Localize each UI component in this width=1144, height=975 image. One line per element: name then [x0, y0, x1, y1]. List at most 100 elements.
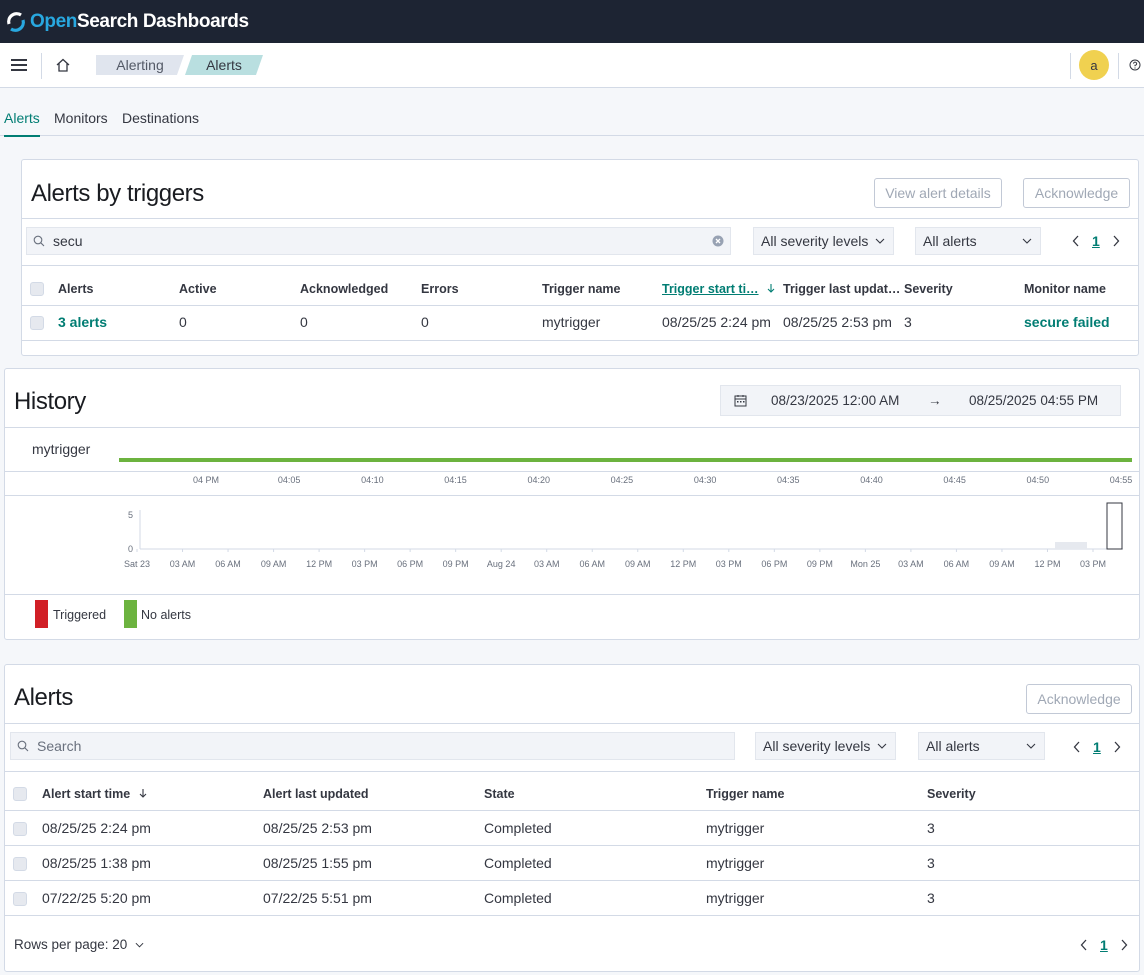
chevron-down-icon: [875, 238, 885, 244]
active-count: 0: [179, 314, 187, 330]
x-tick-label: 12 PM: [306, 559, 332, 569]
user-avatar[interactable]: a: [1079, 50, 1109, 80]
legend-no-alerts-swatch: [124, 600, 137, 628]
opensearch-logo-icon: [7, 11, 25, 32]
row-divider: [5, 880, 1139, 881]
timeline-tick-label: 04:25: [610, 475, 634, 485]
view-alert-details-button[interactable]: View alert details: [874, 178, 1002, 208]
chart-highlight-region: [1055, 542, 1087, 549]
col-trigger-name[interactable]: Trigger name: [542, 282, 621, 296]
chevron-left-icon[interactable]: [1072, 235, 1080, 247]
alert-start-time: 08/25/25 1:38 pm: [42, 855, 151, 871]
x-tick-label: 09 AM: [625, 559, 651, 569]
chevron-down-icon: [1026, 743, 1036, 749]
x-tick-label: 03 PM: [352, 559, 378, 569]
col-errors[interactable]: Errors: [421, 282, 459, 296]
monitor-name-link[interactable]: secure failed: [1024, 314, 1110, 330]
alerts-count-link[interactable]: 3 alerts: [58, 314, 108, 330]
col-alert-start-time-label: Alert start time: [42, 787, 131, 801]
tab-monitors[interactable]: Monitors: [54, 110, 108, 126]
x-tick-label: 03 AM: [534, 559, 560, 569]
date-range-picker[interactable]: 08/23/2025 12:00 AM → 08/25/2025 04:55 P…: [720, 385, 1121, 416]
divider: [22, 305, 1138, 306]
col-severity[interactable]: Severity: [904, 282, 953, 296]
header-divider: [41, 53, 42, 79]
timeline-tick-label: 04:10: [361, 475, 384, 485]
severity-filter-select[interactable]: All severity levels: [753, 227, 894, 255]
menu-button[interactable]: [0, 43, 38, 87]
col-trigger-start[interactable]: Trigger start ti…: [662, 282, 776, 296]
sort-down-icon: [139, 789, 147, 798]
page-number[interactable]: 1: [1100, 937, 1108, 953]
row-checkbox[interactable]: [13, 857, 27, 871]
row-checkbox[interactable]: [13, 822, 27, 836]
col-alerts[interactable]: Alerts: [58, 282, 94, 296]
alerts-severity-filter-select[interactable]: All severity levels: [755, 732, 896, 760]
help-button[interactable]: [1126, 43, 1144, 87]
col-alert-last-updated[interactable]: Alert last updated: [263, 787, 369, 801]
row-divider: [5, 915, 1139, 916]
row-checkbox[interactable]: [13, 892, 27, 906]
header-divider-right: [1070, 53, 1071, 79]
timeline-tick-label: 04:15: [444, 475, 467, 485]
col-trigger-name[interactable]: Trigger name: [706, 787, 785, 801]
page-number[interactable]: 1: [1093, 739, 1101, 755]
chevron-right-icon[interactable]: [1112, 235, 1120, 247]
divider: [22, 218, 1138, 219]
col-active[interactable]: Active: [179, 282, 217, 296]
chevron-left-icon[interactable]: [1073, 741, 1081, 753]
timeline-tick-label: 04:20: [527, 475, 550, 485]
home-button[interactable]: [44, 43, 82, 87]
col-alert-start-time[interactable]: Alert start time: [42, 787, 148, 801]
history-title: History: [14, 388, 86, 415]
chevron-left-icon[interactable]: [1080, 939, 1088, 951]
row-checkbox[interactable]: [30, 316, 44, 330]
alert-state: Completed: [484, 820, 552, 836]
acknowledged-count: 0: [300, 314, 308, 330]
alert-severity: 3: [927, 890, 935, 906]
select-all-checkbox[interactable]: [13, 787, 27, 801]
alerts-by-triggers-panel: Alerts by triggers View alert details Ac…: [21, 159, 1139, 356]
trigger-search-input[interactable]: secu: [26, 227, 731, 255]
legend-triggered-swatch: [35, 600, 48, 628]
chevron-right-icon[interactable]: [1120, 939, 1128, 951]
calendar-icon[interactable]: [734, 394, 747, 407]
clear-search-icon[interactable]: [712, 235, 724, 247]
chevron-right-icon[interactable]: [1113, 741, 1121, 753]
alerts-state-filter-select[interactable]: All alerts: [918, 732, 1045, 760]
timeline-trigger-label: mytrigger: [32, 441, 91, 457]
rows-per-page-select[interactable]: Rows per page: 20: [14, 937, 144, 952]
history-bar-chart: 5 0 Sat 23 03 AM 06 AM 09 AM 12 PM 03 PM 06 PM 09…: [124, 502, 1123, 569]
breadcrumb-alerting[interactable]: Alerting: [96, 55, 184, 75]
acknowledge-alerts-button[interactable]: Acknowledge: [1026, 684, 1132, 714]
col-monitor-name[interactable]: Monitor name: [1024, 282, 1106, 296]
col-trigger-last-updated[interactable]: Trigger last updat…: [783, 282, 901, 296]
acknowledge-triggers-button[interactable]: Acknowledge: [1023, 178, 1130, 208]
alert-last-updated: 08/25/25 1:55 pm: [263, 855, 372, 871]
x-tick-label: 06 PM: [397, 559, 423, 569]
hamburger-icon: [11, 59, 27, 71]
date-arrow: →: [928, 393, 942, 408]
y-tick-label: 0: [128, 544, 133, 554]
select-all-checkbox[interactable]: [30, 282, 44, 296]
chart-brush-selection[interactable]: [1106, 502, 1123, 550]
state-filter-select[interactable]: All alerts: [915, 227, 1041, 255]
divider: [5, 495, 1139, 496]
tab-destinations[interactable]: Destinations: [122, 110, 200, 126]
divider: [22, 265, 1138, 266]
col-severity[interactable]: Severity: [927, 787, 976, 801]
alerts-search-input[interactable]: Search: [10, 732, 735, 760]
col-state[interactable]: State: [484, 787, 515, 801]
tab-alerts[interactable]: Alerts: [4, 110, 40, 137]
timeline-tick-label: 04:50: [1026, 475, 1050, 485]
alerts-title: Alerts: [14, 684, 73, 711]
x-tick-label: Aug 24: [487, 559, 516, 569]
page-number[interactable]: 1: [1092, 233, 1100, 249]
x-tick-label: 06 AM: [215, 559, 241, 569]
date-start[interactable]: 08/23/2025 12:00 AM: [771, 393, 900, 408]
col-acknowledged[interactable]: Acknowledged: [300, 282, 389, 296]
opensearch-logo[interactable]: Open Search Dashboards: [6, 11, 249, 33]
x-tick-label: 03 AM: [898, 559, 924, 569]
date-end[interactable]: 08/25/2025 04:55 PM: [969, 393, 1099, 408]
alert-last-updated: 08/25/25 2:53 pm: [263, 820, 372, 836]
